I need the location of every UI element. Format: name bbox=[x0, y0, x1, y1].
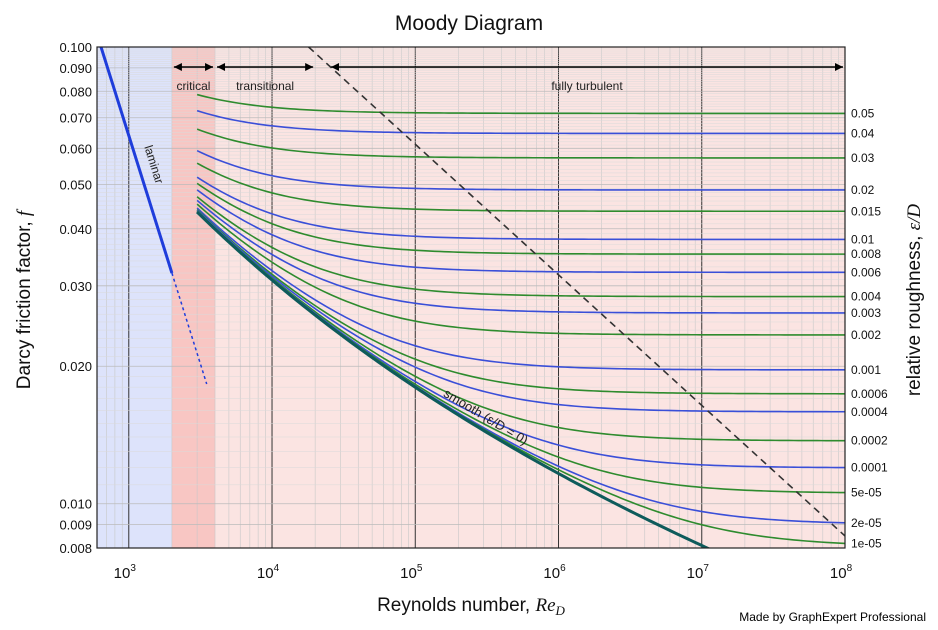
roughness-label: 0.05 bbox=[851, 106, 875, 120]
laminar-curve bbox=[99, 47, 174, 274]
y2-axis-label: relative roughness, ε/D bbox=[904, 204, 925, 397]
x-tick-label: 103 bbox=[114, 563, 137, 582]
roughness-curve-0.0006 bbox=[196, 209, 845, 395]
roughness-label: 0.015 bbox=[851, 204, 881, 218]
y-tick-label: 0.080 bbox=[59, 84, 92, 99]
roughness-label: 0.0002 bbox=[851, 434, 888, 448]
x-tick-label: 106 bbox=[543, 563, 566, 582]
region-laminar bbox=[97, 47, 172, 548]
roughness-curve-0.0002 bbox=[196, 210, 845, 442]
transitional-arrowhead-right bbox=[305, 63, 314, 71]
roughness-label: 0.003 bbox=[851, 306, 881, 320]
roughness-label: 0.004 bbox=[851, 290, 881, 304]
roughness-curve-0.004 bbox=[196, 196, 845, 298]
roughness-curve-0.05 bbox=[196, 93, 845, 115]
roughness-label: 0.002 bbox=[851, 328, 881, 342]
x-tick-label: 107 bbox=[687, 563, 710, 582]
chart-title: Moody Diagram bbox=[395, 12, 543, 35]
y-tick-label: 0.010 bbox=[59, 497, 92, 512]
roughness-label: 0.01 bbox=[851, 232, 875, 246]
fully-turbulent-arrowhead-left bbox=[331, 63, 340, 71]
roughness-curve-0.02 bbox=[196, 149, 845, 191]
region-critical bbox=[171, 47, 216, 548]
y-tick-label: 0.100 bbox=[59, 40, 92, 55]
x-axis-label: Reynolds number, ReD bbox=[377, 595, 565, 618]
x-tick-label: 108 bbox=[830, 563, 853, 582]
roughness-label: 0.04 bbox=[851, 126, 875, 140]
y-tick-label: 0.009 bbox=[59, 518, 92, 533]
zone-label-transitional: transitional bbox=[236, 79, 294, 93]
y-tick-label: 0.020 bbox=[59, 359, 92, 374]
plot-frame bbox=[96, 46, 846, 549]
y-tick-label: 0.090 bbox=[59, 61, 92, 76]
roughness-label: 0.001 bbox=[851, 363, 881, 377]
roughness-label: 0.0004 bbox=[851, 405, 888, 419]
y-tick-label: 0.008 bbox=[59, 541, 92, 556]
laminar-curve-extension bbox=[171, 272, 208, 385]
y-axis-label: Darcy friction factor, f bbox=[14, 208, 35, 389]
x-tick-label: 105 bbox=[400, 563, 423, 582]
roughness-curve-0.015 bbox=[196, 162, 845, 213]
credit-text: Made by GraphExpert Professional bbox=[739, 610, 926, 624]
fully-turbulent-boundary bbox=[308, 47, 845, 537]
roughness-curve-0.008 bbox=[196, 182, 845, 255]
y-tick-label: 0.040 bbox=[59, 222, 92, 237]
roughness-curve-0.006 bbox=[196, 189, 845, 274]
roughness-label: 0.0001 bbox=[851, 461, 888, 475]
critical-arrowhead-right bbox=[205, 63, 214, 71]
roughness-curve-0.0004 bbox=[196, 209, 845, 413]
roughness-label: 1e-05 bbox=[851, 536, 882, 550]
roughness-curve-0.04 bbox=[196, 109, 845, 135]
y-tick-label: 0.050 bbox=[59, 177, 92, 192]
smooth-curve bbox=[196, 210, 711, 548]
y-tick-label: 0.030 bbox=[59, 279, 92, 294]
roughness-label: 0.008 bbox=[851, 247, 881, 261]
roughness-curve-0.002 bbox=[196, 203, 845, 336]
critical-arrowhead-left bbox=[173, 63, 182, 71]
y-tick-label: 0.070 bbox=[59, 111, 92, 126]
roughness-label: 0.03 bbox=[851, 151, 875, 165]
roughness-label: 5e-05 bbox=[851, 486, 882, 500]
roughness-label: 0.02 bbox=[851, 183, 875, 197]
roughness-curve-0.003 bbox=[196, 199, 845, 314]
x-tick-label: 104 bbox=[257, 563, 280, 582]
roughness-label: 0.006 bbox=[851, 265, 881, 279]
fully-turbulent-arrowhead-right bbox=[835, 63, 843, 71]
region-transitional bbox=[215, 47, 845, 548]
roughness-label: 2e-05 bbox=[851, 516, 882, 530]
zone-label-fully-turbulent: fully turbulent bbox=[551, 79, 623, 93]
y-tick-label: 0.060 bbox=[59, 141, 92, 156]
transitional-arrowhead-left bbox=[217, 63, 226, 71]
roughness-curve-0.001 bbox=[196, 207, 845, 371]
roughness-curve-0.03 bbox=[196, 128, 845, 159]
roughness-label: 0.0006 bbox=[851, 387, 888, 401]
roughness-curve-0.01 bbox=[196, 176, 845, 241]
zone-label-critical: critical bbox=[176, 79, 210, 93]
